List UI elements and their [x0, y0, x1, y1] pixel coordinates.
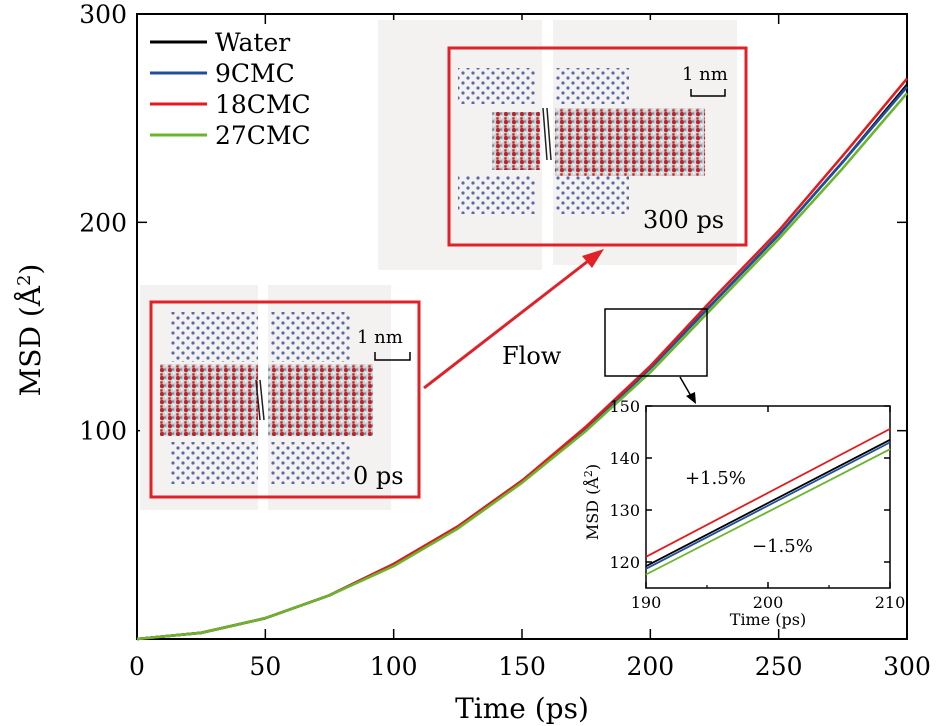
main-axis-ticks: 0 50 100 150 200 250 300 100 200 300 [79, 0, 931, 681]
inset-series-lines [645, 428, 891, 576]
flow-label: Flow [502, 342, 562, 370]
snapshot-0ps-label: 0 ps [353, 462, 404, 490]
scale-bar-label-left: 1 nm [357, 327, 403, 348]
inset-annotation-plus: +1.5% [685, 468, 746, 489]
zoom-box [604, 308, 708, 377]
series-line-water [645, 439, 891, 567]
x-tick-label: 0 [129, 652, 145, 681]
inset-chart: 190 200 210 120 130 140 150 +1.5% −1.5% Time (… [582, 397, 906, 629]
legend-label: Water [215, 28, 290, 57]
legend-item-9cmc: 9CMC [150, 59, 295, 88]
snapshot-300ps-frame [447, 46, 748, 247]
series-line-27cmc [645, 448, 891, 576]
legend-item-18cmc: 18CMC [150, 90, 311, 119]
y-tick-label: 100 [79, 417, 127, 446]
legend-item-water: Water [150, 28, 290, 57]
series-line-18cmc [645, 428, 891, 558]
series-line-9cmc [645, 441, 891, 570]
x-tick-label: 300 [883, 652, 931, 681]
legend-label: 18CMC [215, 90, 311, 119]
inset-annotation-minus: −1.5% [752, 536, 813, 557]
x-tick-label: 210 [875, 593, 906, 612]
inset-y-axis-title: MSD (Å2) [582, 464, 603, 540]
x-tick-label: 190 [631, 593, 662, 612]
scale-bar-label-top: 1 nm [682, 64, 728, 85]
series-line-27cmc [136, 92, 908, 641]
flow-arrow [423, 249, 604, 390]
snapshot-0ps: 0 ps 1 nm [140, 285, 421, 510]
legend-label: 9CMC [215, 59, 295, 88]
y-axis-title: MSD (Å2) [14, 264, 48, 397]
main-series-lines [136, 77, 908, 641]
scale-bar-top [690, 89, 726, 97]
y-tick-label: 300 [79, 0, 127, 29]
x-tick-label: 200 [626, 652, 674, 681]
snapshot-300ps: 300 ps 1 nm [378, 20, 748, 270]
legend-item-27cmc: 27CMC [150, 121, 311, 150]
inset-x-axis-title: Time (ps) [730, 610, 806, 629]
x-tick-label: 200 [753, 593, 784, 612]
x-tick-label: 250 [755, 652, 803, 681]
y-tick-label: 140 [609, 449, 640, 468]
scale-bar-left [374, 352, 411, 361]
y-tick-label: 150 [609, 397, 640, 416]
zoom-arrow [679, 376, 696, 404]
y-tick-label: 130 [609, 501, 640, 520]
y-tick-label: 200 [79, 208, 127, 237]
inset-axis-ticks: 190 200 210 120 130 140 150 [609, 397, 905, 612]
inset-frame [645, 405, 891, 589]
y-tick-label: 120 [609, 553, 640, 572]
x-axis-title: Time (ps) [455, 692, 589, 725]
legend-label: 27CMC [215, 121, 311, 150]
x-tick-label: 50 [249, 652, 281, 681]
snapshot-300ps-label: 300 ps [643, 206, 724, 234]
x-tick-label: 100 [370, 652, 418, 681]
snapshot-0ps-frame [149, 300, 421, 499]
x-tick-label: 150 [498, 652, 546, 681]
